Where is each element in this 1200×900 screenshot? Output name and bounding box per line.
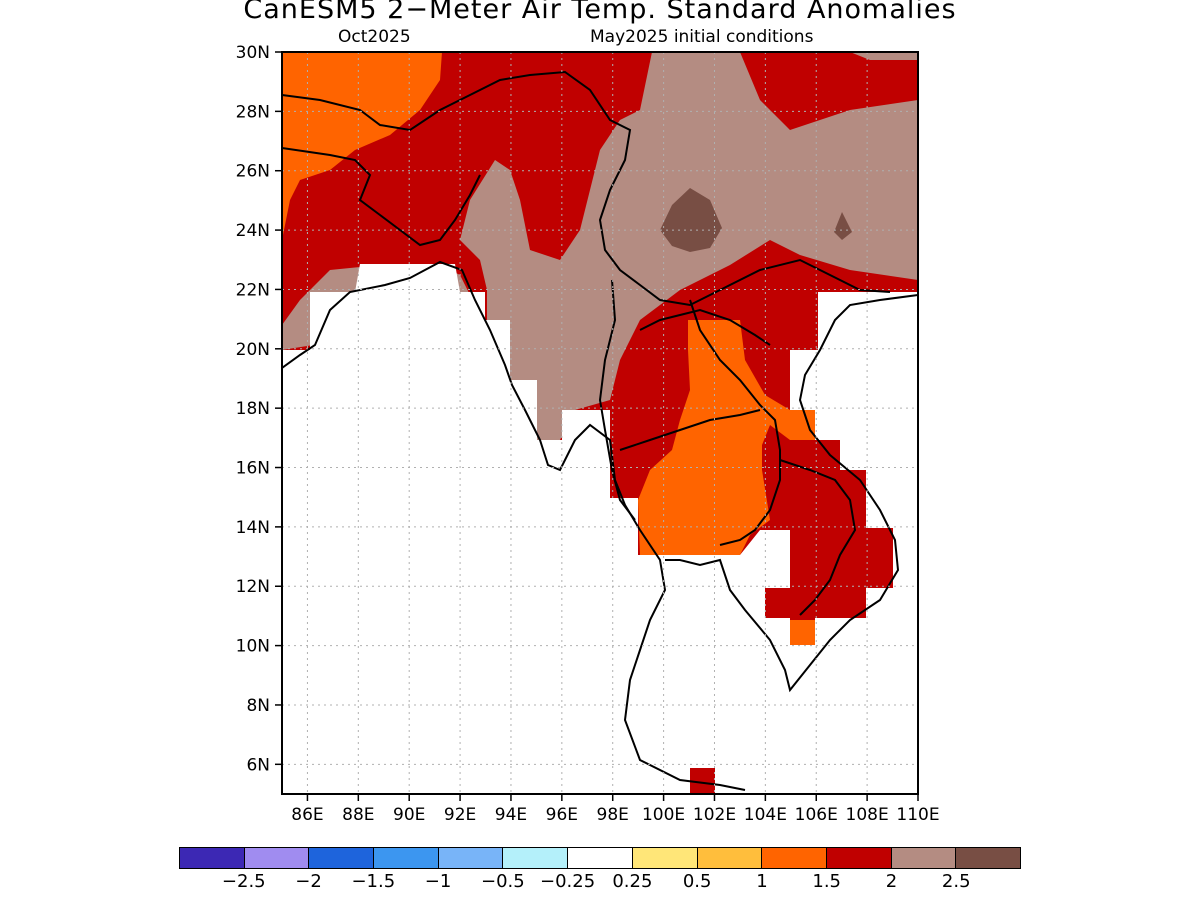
colorbar-label: 0.25 <box>612 871 653 892</box>
anomaly-region-orange-nw <box>282 52 442 240</box>
border-line-2 <box>282 147 481 247</box>
lat-label: 30N <box>236 43 270 63</box>
lon-label: 90E <box>393 805 425 825</box>
colorbar-swatch <box>632 848 698 868</box>
colorbar-swatch <box>244 848 310 868</box>
lon-label: 102E <box>693 805 736 825</box>
colorbar-label: 1.5 <box>812 871 842 892</box>
colorbar-swatch <box>374 848 439 868</box>
colorbar-label: −2.5 <box>221 871 266 892</box>
lat-label: 6N <box>246 755 270 775</box>
border-line-4 <box>689 299 781 546</box>
colorbar-label: −0.5 <box>480 871 525 892</box>
lat-label: 16N <box>236 459 270 479</box>
lat-label: 10N <box>236 637 270 657</box>
colorbar <box>179 847 1021 869</box>
colorbar-swatch <box>180 848 245 868</box>
lat-label: 22N <box>236 280 270 300</box>
colorbar-swatch <box>568 848 633 868</box>
anomaly-region-orange-se <box>638 320 815 555</box>
colorbar-label: −2 <box>295 871 322 892</box>
lon-label: 98E <box>597 805 629 825</box>
lon-label: 96E <box>546 805 578 825</box>
lat-label: 12N <box>236 577 270 597</box>
lon-label: 104E <box>744 805 787 825</box>
lat-label: 24N <box>236 221 270 241</box>
plot-frame <box>281 51 919 795</box>
figure-title: CanESM5 2−Meter Air Temp. Standard Anoma… <box>243 0 957 25</box>
colorbar-label: 2.5 <box>941 871 971 892</box>
colorbar-swatch <box>503 848 569 868</box>
lon-label: 86E <box>291 805 323 825</box>
colorbar-swatch <box>956 848 1020 868</box>
colorbar-label: −1 <box>424 871 452 892</box>
coastline-indochina <box>665 294 918 693</box>
border-line-7 <box>619 409 761 451</box>
anomaly-region-white-bay <box>282 264 918 794</box>
anomaly-region-dark-brown-1 <box>660 188 722 252</box>
lon-label: 88E <box>342 805 374 825</box>
anomaly-region-dark-brown-2 <box>834 212 852 240</box>
colorbar-label: 2 <box>885 871 898 892</box>
colorbar-swatch <box>438 848 504 868</box>
colorbar-label: −0.25 <box>540 871 596 892</box>
lat-label: 14N <box>236 518 270 538</box>
colorbar-label: 0.5 <box>682 871 712 892</box>
lon-label: 94E <box>495 805 527 825</box>
lon-label: 108E <box>846 805 889 825</box>
lon-label: 100E <box>642 805 685 825</box>
border-line-1 <box>282 70 891 307</box>
lat-label: 28N <box>236 102 270 122</box>
border-line-5 <box>639 308 771 346</box>
forecast-month: Oct2025 <box>338 27 411 47</box>
coastline-bay-of-bengal <box>282 260 746 791</box>
colorbar-swatch <box>697 848 763 868</box>
lon-label: 92E <box>444 805 476 825</box>
lon-label: 110E <box>896 805 939 825</box>
colorbar-swatch <box>762 848 827 868</box>
colorbar-swatch <box>309 848 375 868</box>
colorbar-swatch <box>826 848 892 868</box>
border-line-3 <box>598 279 636 521</box>
lon-label: 106E <box>795 805 838 825</box>
lat-label: 8N <box>246 696 270 716</box>
lat-label: 26N <box>236 162 270 182</box>
colorbar-swatch <box>891 848 957 868</box>
lat-label: 20N <box>236 340 270 360</box>
lat-label: 18N <box>236 399 270 419</box>
border-line-6 <box>779 459 857 616</box>
colorbar-label: −1.5 <box>351 871 396 892</box>
anomaly-region-orange-small <box>790 620 815 645</box>
colorbar-label: 1 <box>756 871 768 892</box>
initial-conditions: May2025 initial conditions <box>590 27 814 47</box>
